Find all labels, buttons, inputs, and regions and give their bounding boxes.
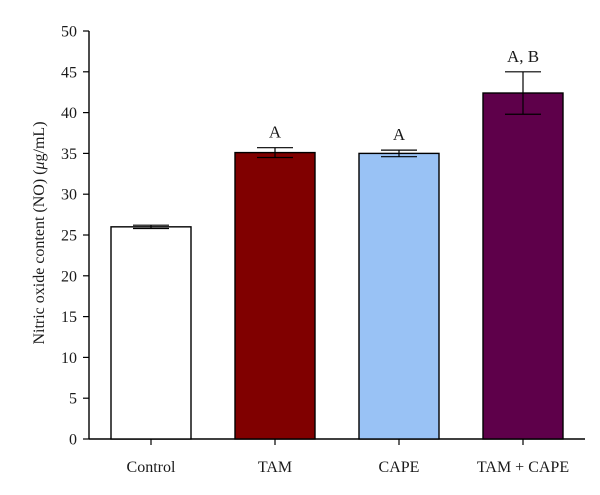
bar-control xyxy=(110,226,192,440)
bar-cape xyxy=(358,152,440,440)
bar-tam-cape xyxy=(482,92,564,440)
y-tick-label: 40 xyxy=(61,105,77,122)
y-tick-label: 20 xyxy=(61,268,77,285)
x-tick-label: Control xyxy=(127,459,176,476)
y-axis-label-suffix: g/mL) xyxy=(31,121,48,161)
x-tick-label: TAM + CAPE xyxy=(477,459,569,476)
y-tick-label: 35 xyxy=(61,146,77,163)
y-tick-label: 30 xyxy=(61,187,77,204)
significance-label: A xyxy=(393,125,406,144)
significance-label: A xyxy=(269,123,282,142)
y-tick-label: 5 xyxy=(69,391,77,408)
y-axis-label-prefix: Nitric oxide content (NO) ( xyxy=(31,169,48,344)
bars-group: A A A, B xyxy=(110,47,564,440)
x-axis: Control TAM CAPE TAM + CAPE xyxy=(89,438,585,476)
significance-label: A, B xyxy=(507,47,539,66)
y-tick-label: 50 xyxy=(61,24,77,41)
y-tick-label: 45 xyxy=(61,64,77,81)
y-tick-label: 0 xyxy=(69,432,77,449)
y-axis-label-mu: μ xyxy=(31,161,48,170)
y-axis-label: Nitric oxide content (NO) (μg/mL) xyxy=(31,121,48,344)
x-tick-label: CAPE xyxy=(379,459,420,476)
y-tick-label: 15 xyxy=(61,309,77,326)
y-tick-label: 25 xyxy=(61,228,77,245)
x-tick-label: TAM xyxy=(258,459,292,476)
y-axis: 0 5 10 15 20 25 30 35 40 45 50 xyxy=(61,24,90,449)
y-tick-label: 10 xyxy=(61,350,77,367)
bar-tam xyxy=(234,151,316,440)
